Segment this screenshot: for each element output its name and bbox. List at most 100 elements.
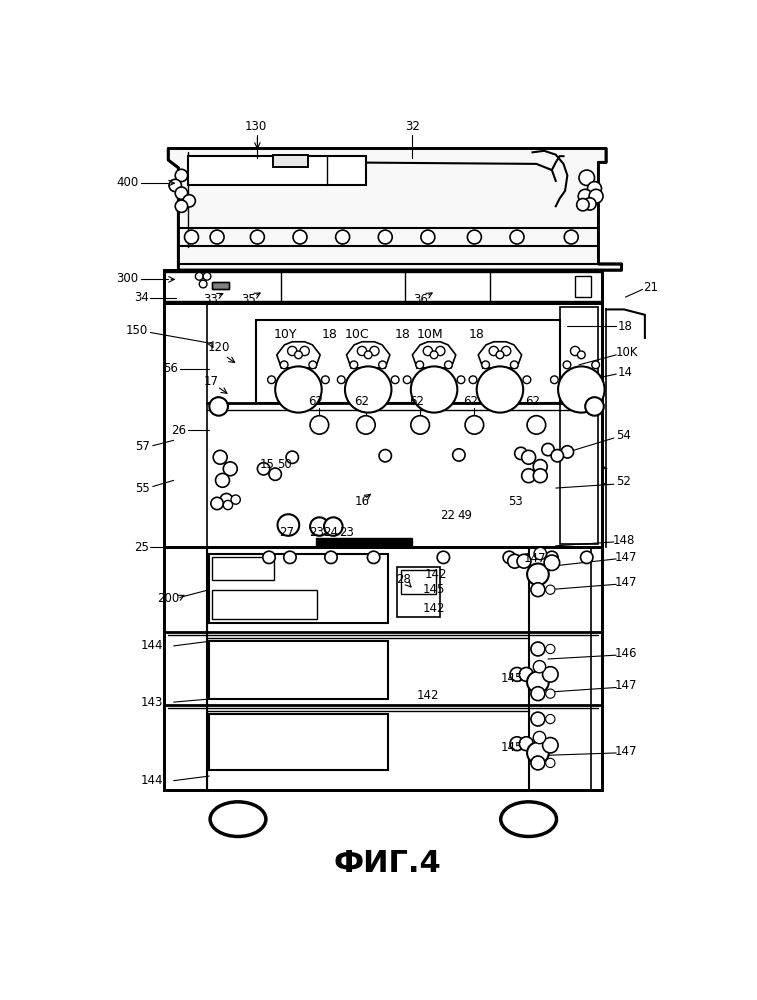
- Text: 10K: 10K: [615, 346, 638, 359]
- Bar: [210, 714, 388, 770]
- Bar: [213, 557, 275, 580]
- Text: 142: 142: [425, 568, 447, 581]
- Circle shape: [269, 468, 282, 480]
- Text: 49: 49: [457, 509, 472, 522]
- Circle shape: [578, 189, 592, 203]
- Bar: [164, 270, 603, 303]
- Text: 50: 50: [277, 458, 292, 471]
- Circle shape: [211, 497, 223, 510]
- Circle shape: [510, 737, 524, 751]
- Text: 150: 150: [126, 324, 148, 337]
- Circle shape: [561, 446, 574, 458]
- Circle shape: [251, 230, 264, 244]
- Bar: [256, 320, 559, 403]
- Circle shape: [210, 230, 224, 244]
- Text: 62: 62: [409, 395, 424, 408]
- Text: 15: 15: [259, 458, 274, 471]
- Text: 62: 62: [525, 395, 540, 408]
- Text: 147: 147: [614, 745, 637, 758]
- Circle shape: [531, 756, 545, 770]
- Text: 145: 145: [500, 741, 523, 754]
- Circle shape: [546, 585, 555, 594]
- Text: 10M: 10M: [417, 328, 444, 341]
- Text: 21: 21: [643, 281, 658, 294]
- Circle shape: [510, 230, 524, 244]
- Circle shape: [444, 361, 452, 369]
- Circle shape: [268, 376, 276, 384]
- Circle shape: [175, 169, 188, 182]
- Circle shape: [438, 551, 450, 564]
- Text: 54: 54: [616, 429, 631, 442]
- Circle shape: [335, 230, 350, 244]
- Text: 52: 52: [616, 475, 631, 488]
- Circle shape: [542, 443, 554, 456]
- Circle shape: [469, 376, 477, 384]
- Circle shape: [515, 447, 527, 460]
- Text: 24: 24: [323, 526, 338, 539]
- Circle shape: [391, 376, 399, 384]
- Circle shape: [543, 738, 558, 753]
- Circle shape: [550, 376, 558, 384]
- Text: 147: 147: [614, 551, 637, 564]
- Bar: [273, 155, 308, 167]
- Circle shape: [421, 230, 435, 244]
- Circle shape: [364, 351, 372, 359]
- Circle shape: [467, 230, 481, 244]
- Circle shape: [435, 346, 445, 356]
- Text: 25: 25: [134, 541, 148, 554]
- Circle shape: [175, 187, 188, 199]
- Text: 18: 18: [322, 328, 338, 341]
- Circle shape: [379, 450, 391, 462]
- Text: 147: 147: [524, 552, 546, 565]
- Text: 32: 32: [405, 120, 420, 133]
- Circle shape: [527, 742, 549, 764]
- Circle shape: [411, 416, 429, 434]
- Text: 23: 23: [309, 526, 324, 539]
- Bar: [397, 567, 440, 617]
- Circle shape: [503, 551, 516, 564]
- Circle shape: [457, 376, 465, 384]
- Circle shape: [195, 272, 203, 280]
- Circle shape: [284, 551, 296, 564]
- Circle shape: [357, 416, 375, 434]
- Circle shape: [489, 346, 498, 356]
- Circle shape: [585, 397, 604, 416]
- Text: 142: 142: [423, 602, 445, 615]
- Circle shape: [276, 366, 322, 413]
- Circle shape: [223, 462, 237, 476]
- Text: ФИГ.4: ФИГ.4: [334, 849, 441, 878]
- Circle shape: [519, 737, 533, 751]
- Text: 62: 62: [354, 395, 369, 408]
- Text: 27: 27: [279, 526, 294, 539]
- Circle shape: [309, 361, 316, 369]
- Circle shape: [216, 473, 229, 487]
- Circle shape: [231, 495, 240, 504]
- Text: 23: 23: [339, 526, 354, 539]
- Circle shape: [531, 583, 545, 597]
- Circle shape: [169, 179, 182, 192]
- Circle shape: [510, 667, 524, 681]
- Circle shape: [345, 366, 391, 413]
- Circle shape: [257, 463, 269, 475]
- Text: 14: 14: [618, 366, 633, 379]
- Circle shape: [577, 199, 589, 211]
- Bar: [164, 303, 603, 547]
- Bar: [210, 641, 388, 699]
- Circle shape: [544, 555, 559, 570]
- Circle shape: [453, 449, 465, 461]
- Circle shape: [203, 272, 211, 280]
- Text: 18: 18: [395, 328, 411, 341]
- Text: 200: 200: [157, 592, 179, 605]
- Circle shape: [587, 182, 602, 195]
- Circle shape: [589, 189, 603, 203]
- Text: 34: 34: [134, 291, 148, 304]
- Circle shape: [578, 351, 585, 359]
- Bar: [164, 270, 603, 303]
- Circle shape: [369, 346, 379, 356]
- Circle shape: [531, 687, 545, 701]
- Circle shape: [477, 366, 523, 413]
- Bar: [188, 156, 366, 185]
- Circle shape: [286, 451, 298, 463]
- Bar: [164, 547, 603, 790]
- Text: 18: 18: [469, 328, 484, 341]
